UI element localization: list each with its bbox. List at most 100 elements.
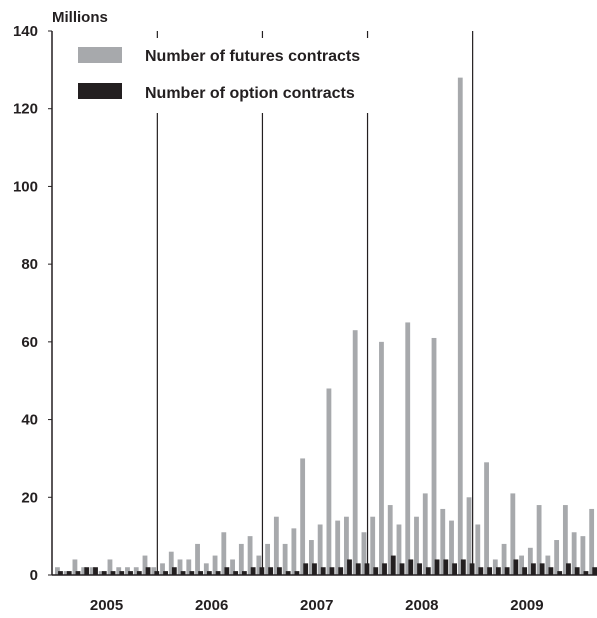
options-bar (548, 567, 554, 575)
legend-swatch-options (78, 83, 122, 99)
options-bar (460, 559, 466, 575)
x-tick-label: 2005 (90, 597, 123, 614)
futures-bar (492, 559, 498, 575)
options-bar (75, 571, 81, 575)
options-bar (390, 555, 396, 575)
options-bar (163, 571, 168, 575)
options-bar (303, 563, 309, 575)
options-bar (198, 571, 204, 575)
options-bar (145, 567, 151, 575)
futures-bar (160, 563, 165, 575)
options-bar (539, 563, 545, 575)
options-bar (495, 567, 501, 575)
options-bar (171, 567, 177, 575)
futures-bar (63, 571, 69, 575)
y-axis-ticks: 0 20 40 60 80 100 120 140 (13, 23, 52, 584)
y-tick-label: 60 (21, 334, 38, 351)
futures-bars (55, 77, 595, 575)
futures-bar (501, 543, 507, 575)
futures-bar (466, 497, 472, 575)
futures-bar (589, 508, 595, 575)
options-bar (382, 563, 387, 575)
options-bar (408, 559, 414, 575)
futures-bar (107, 559, 113, 575)
futures-bar (396, 524, 402, 575)
futures-bar (344, 516, 349, 575)
options-bar (338, 567, 344, 575)
options-bar (522, 567, 528, 575)
futures-bar (387, 505, 393, 575)
futures-bar (335, 520, 341, 575)
options-bar (469, 563, 475, 575)
options-bar (583, 571, 589, 575)
futures-bar (562, 505, 568, 575)
options-bar (504, 567, 510, 575)
y-tick-label: 0 (30, 567, 38, 584)
y-axis-unit-label: Millions (52, 9, 108, 26)
futures-bar (291, 528, 297, 575)
futures-bar (230, 559, 235, 575)
options-bar (84, 567, 90, 575)
futures-bar (168, 551, 174, 575)
futures-bar (457, 77, 463, 575)
futures-bar (361, 532, 367, 575)
futures-bar (571, 532, 577, 575)
futures-bar (81, 567, 87, 575)
futures-bar (247, 536, 253, 575)
futures-bar (317, 524, 323, 575)
options-bars (58, 555, 597, 575)
futures-bar (527, 547, 533, 575)
futures-bar (370, 516, 376, 575)
options-bar (425, 567, 431, 575)
options-bar (478, 567, 484, 575)
futures-bar (519, 555, 524, 575)
options-bar (312, 563, 317, 575)
futures-bar (405, 322, 411, 575)
futures-bar (203, 563, 209, 575)
legend: Number of futures contracts Number of op… (60, 38, 428, 113)
futures-bar (151, 567, 157, 575)
x-tick-label: 2007 (300, 597, 333, 614)
legend-label-options: Number of option contracts (145, 85, 355, 102)
futures-bar (475, 524, 481, 575)
futures-bar (580, 536, 586, 575)
y-tick-label: 120 (13, 101, 38, 118)
futures-bar (545, 555, 551, 575)
options-bar (180, 571, 186, 575)
y-tick-label: 20 (21, 489, 38, 506)
x-tick-label: 2009 (510, 597, 543, 614)
legend-label-futures: Number of futures contracts (145, 48, 360, 65)
options-bar (513, 559, 519, 575)
options-bar (277, 567, 282, 575)
options-bar (347, 559, 352, 575)
options-bar (110, 571, 116, 575)
futures-bar (308, 540, 314, 575)
futures-bar (125, 567, 130, 575)
options-bar (320, 567, 326, 575)
x-axis-year-labels: 2005 2006 2007 2008 2009 (90, 597, 544, 614)
options-bar (355, 563, 361, 575)
futures-bar (142, 555, 148, 575)
futures-bar (449, 520, 454, 575)
futures-bar (431, 337, 437, 575)
futures-bar (422, 493, 428, 575)
options-bar (224, 567, 230, 575)
options-bar (58, 571, 63, 575)
futures-bar (440, 508, 446, 575)
options-bar (294, 571, 300, 575)
futures-bar (116, 567, 122, 575)
options-bar (285, 571, 291, 575)
futures-bar (90, 567, 95, 575)
options-bar (215, 571, 221, 575)
options-bar (101, 571, 107, 575)
options-bar (128, 571, 133, 575)
options-bar (399, 563, 405, 575)
futures-bar (98, 571, 104, 575)
futures-bar (238, 543, 244, 575)
options-bar (250, 567, 256, 575)
x-tick-label: 2006 (195, 597, 228, 614)
options-bar (268, 567, 274, 575)
futures-bar (282, 543, 288, 575)
options-bar (592, 567, 597, 575)
futures-bar (414, 516, 419, 575)
